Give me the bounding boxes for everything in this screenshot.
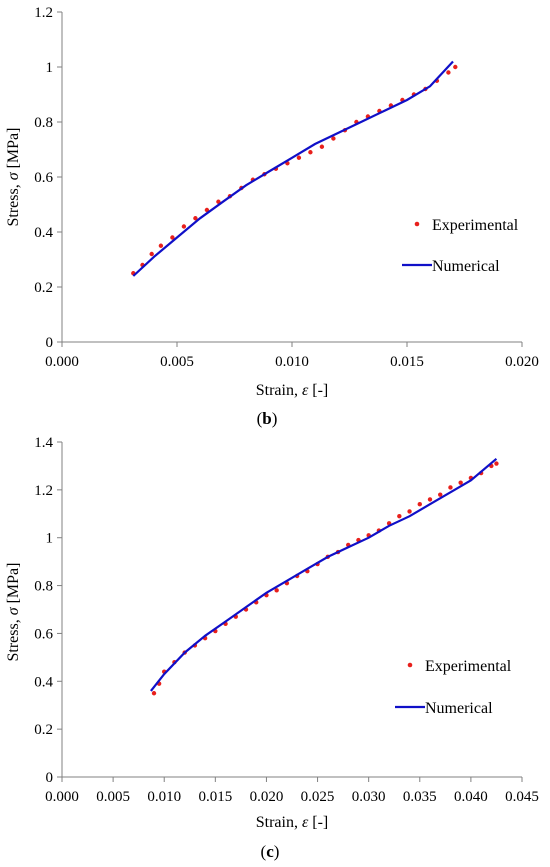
chart-b: 00.20.40.60.811.2 0.000 0.005 0.010 0.015 0.… [5, 5, 539, 428]
x-axis-label-unit: [-] [308, 814, 328, 831]
experimental-point [453, 64, 458, 70]
numerical-series-line [132, 60, 454, 277]
x-axis-label-unit: [-] [308, 382, 328, 399]
x-axis-label-symbol: ε [302, 814, 309, 831]
y-axis-label-text: Stress, [5, 615, 22, 661]
experimental-point [181, 224, 187, 229]
experimental-point [438, 492, 443, 497]
y-axis-label-text: Stress, [5, 180, 22, 226]
x-tick-label: 0.005 [160, 354, 194, 370]
y-tick-label: 0.2 [34, 722, 53, 738]
experimental-point [458, 480, 463, 485]
y-tick-label: 0 [46, 770, 54, 786]
panel-label-letter: b [262, 409, 271, 428]
x-tick-label: 0.015 [390, 354, 424, 370]
y-tick-label: 0.4 [34, 674, 53, 690]
x-axis-label: Strain, ε [-] [256, 382, 329, 399]
experimental-point [204, 207, 210, 213]
x-tick-label: 0.005 [96, 789, 130, 805]
y-axis-label: Stress, σ [MPa] [5, 562, 22, 661]
experimental-series [151, 461, 499, 696]
panel-label-prefix: ( [257, 409, 263, 428]
y-axis-label: Stress, σ [MPa] [5, 127, 22, 226]
x-tick-label: 0.020 [250, 789, 284, 805]
y-ticks: 0 0.2 0.4 0.6 0.8 1 1.2 [34, 5, 62, 351]
experimental-point [151, 691, 157, 696]
x-tick-label: 0.025 [301, 789, 335, 805]
legend: Experimental Numerical [395, 658, 512, 717]
x-tick-label: 0.045 [505, 789, 539, 805]
x-tick-label: 0.015 [198, 789, 232, 805]
legend: Experimental Numerical [402, 217, 519, 275]
y-tick-label: 0 [46, 335, 54, 351]
experimental-point [296, 155, 302, 160]
experimental-point [494, 461, 499, 466]
x-tick-label: 0.010 [147, 789, 181, 805]
y-tick-label: 1 [46, 60, 54, 76]
legend-experimental-label: Experimental [425, 658, 512, 675]
x-tick-label: 0.020 [505, 354, 539, 370]
y-axis-label-unit: [MPa] [5, 562, 22, 607]
experimental-point [149, 251, 154, 257]
legend-experimental-marker [407, 662, 413, 668]
x-tick-label: 0.000 [45, 789, 79, 805]
panel-label-suffix: ) [274, 842, 280, 861]
legend-experimental-marker [414, 221, 420, 227]
y-axis-label-symbol: σ [5, 171, 22, 180]
experimental-point [170, 235, 175, 240]
chart-c: 0 0.2 0.4 0.6 0.8 1 1.2 1.4 0.000 0.005 0.010 0.01… [5, 435, 539, 861]
panel-label: (b) [257, 409, 278, 428]
experimental-point [448, 485, 453, 490]
x-tick-label: 0.040 [454, 789, 488, 805]
experimental-point [274, 588, 279, 593]
experimental-point [331, 136, 336, 141]
y-tick-label: 0.8 [34, 579, 53, 595]
y-tick-label: 0.6 [34, 626, 53, 642]
y-tick-label: 1.2 [34, 5, 53, 21]
legend-experimental-label: Experimental [432, 217, 519, 234]
x-tick-label: 0.000 [45, 354, 79, 370]
panel-label-letter: c [266, 842, 274, 861]
x-axis-label-text: Strain, [256, 382, 302, 399]
experimental-point [417, 502, 422, 507]
experimental-point [407, 509, 412, 514]
y-ticks: 0 0.2 0.4 0.6 0.8 1 1.2 1.4 [34, 435, 62, 786]
panel-label: (c) [261, 842, 280, 861]
experimental-point [308, 150, 313, 155]
x-tick-label: 0.035 [403, 789, 437, 805]
legend-numerical-label: Numerical [425, 700, 493, 717]
x-ticks: 0.000 0.005 0.010 0.015 0.020 [45, 342, 539, 370]
y-tick-label: 1.4 [34, 435, 53, 451]
x-axis-label-text: Strain, [256, 814, 302, 831]
legend-numerical-label: Numerical [432, 258, 500, 275]
y-tick-label: 0.8 [34, 115, 53, 131]
x-ticks: 0.000 0.005 0.010 0.015 0.020 0.025 0.030 0.035… [45, 777, 539, 805]
y-axis-label-unit: [MPa] [5, 127, 22, 172]
experimental-point [427, 497, 433, 502]
panel-label-suffix: ) [272, 409, 278, 428]
y-tick-label: 0.4 [34, 225, 53, 241]
x-axis-label: Strain, ε [-] [256, 814, 329, 831]
numerical-series-line [150, 457, 498, 692]
experimental-point [397, 513, 402, 519]
x-tick-label: 0.030 [352, 789, 386, 805]
experimental-point [216, 199, 221, 204]
x-axis-label-symbol: ε [302, 382, 309, 399]
panel-label-prefix: ( [261, 842, 267, 861]
experimental-point [446, 70, 451, 75]
y-axis-label-symbol: σ [5, 606, 22, 615]
x-tick-label: 0.010 [275, 354, 309, 370]
y-tick-label: 1 [46, 531, 54, 547]
experimental-point [158, 243, 164, 248]
experimental-point [319, 144, 325, 149]
experimental-series [131, 64, 458, 276]
y-tick-label: 0.6 [34, 170, 53, 186]
experimental-point [193, 216, 198, 221]
y-tick-label: 1.2 [34, 483, 53, 499]
y-tick-label: 0.2 [34, 280, 53, 296]
